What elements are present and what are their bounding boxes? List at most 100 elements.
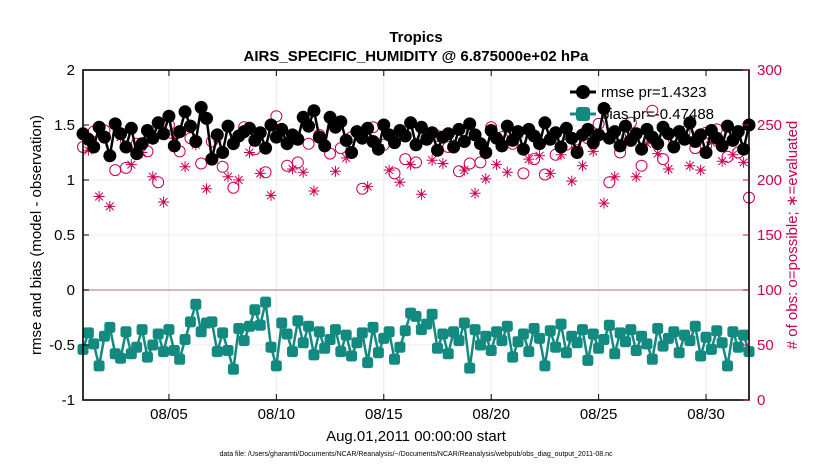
footnote: data file: /Users/gharamti/Documents/NCA…: [219, 451, 613, 458]
rmse-point: [146, 131, 160, 145]
legend-rmse-marker: [576, 85, 590, 99]
bias-point: [453, 335, 465, 347]
y-tick-label-left: 2: [67, 62, 75, 79]
rmse-point: [414, 120, 428, 134]
bias-point: [233, 323, 245, 334]
rmse-point: [608, 125, 622, 139]
rmse-point: [511, 125, 525, 139]
rmse-point: [457, 135, 471, 148]
bias-point: [244, 320, 255, 332]
bias-point: [158, 346, 170, 358]
bias-point: [431, 342, 443, 354]
legend-bias-marker: [576, 107, 590, 121]
bias-point: [238, 335, 250, 347]
rmse-point: [108, 117, 122, 131]
y-tick-label-right: 150: [757, 227, 782, 244]
rmse-point: [323, 110, 337, 124]
bias-point: [399, 325, 411, 337]
obs-evaluated-point: [555, 149, 567, 161]
bias-point: [217, 327, 229, 339]
y-tick-label-right: 250: [757, 117, 782, 134]
bias-point: [732, 341, 744, 353]
bias-point: [668, 326, 680, 338]
bias-point: [437, 328, 449, 340]
legend: rmse pr=1.4323 bias pr=-0.47488: [570, 84, 714, 123]
bias-point: [195, 326, 207, 338]
y-tick-label-right: 0: [757, 392, 765, 409]
obs-evaluated-point: [566, 175, 578, 187]
y-tick-label-left: -1: [62, 392, 75, 409]
bias-point: [700, 331, 712, 343]
rmse-point: [678, 132, 692, 146]
bias-point: [609, 348, 621, 360]
bias-point: [738, 329, 750, 341]
bias-point: [254, 319, 266, 331]
rmse-point: [570, 146, 584, 159]
obs-possible-point: [517, 167, 530, 180]
rmse-point: [388, 136, 402, 150]
obs-evaluated-point: [222, 171, 234, 183]
y-tick-label-right: 200: [757, 172, 782, 189]
rmse-point: [173, 125, 187, 139]
rmse-point: [721, 119, 735, 133]
bias-point: [630, 345, 642, 356]
obs-evaluated-point: [662, 163, 674, 175]
bias-point: [491, 326, 503, 338]
obs-evaluated-point: [577, 160, 588, 172]
rmse-point: [275, 122, 289, 136]
bias-point: [410, 310, 422, 322]
rmse-point: [103, 149, 117, 163]
legend-rmse-label: rmse pr=1.4323: [601, 84, 706, 101]
bias-point: [598, 334, 610, 345]
rmse-point: [441, 127, 455, 141]
bias-point: [383, 326, 395, 338]
obs-evaluated-point: [727, 149, 739, 161]
obs-evaluated-point: [168, 132, 180, 144]
chart-title: Tropics: [389, 29, 442, 46]
rmse-point: [119, 140, 133, 154]
obs-evaluated-point: [394, 176, 406, 188]
bias-point: [206, 316, 218, 328]
bias-point: [684, 335, 696, 347]
rmse-point: [699, 146, 713, 159]
bias-point: [458, 317, 470, 329]
bias-point: [641, 338, 653, 350]
bias-point: [131, 341, 143, 353]
bias-point: [421, 318, 433, 330]
obs-evaluated-point: [383, 164, 395, 176]
obs-evaluated-point: [458, 164, 470, 176]
bias-point: [260, 296, 272, 308]
bias-point: [222, 345, 234, 356]
rmse-point: [452, 122, 466, 136]
rmse-point: [371, 142, 385, 156]
rmse-point: [291, 132, 305, 146]
obs-evaluated-point: [179, 161, 191, 173]
bias-point: [582, 354, 594, 366]
rmse-point: [377, 118, 391, 132]
bias-point: [286, 346, 298, 358]
obs-evaluated-point: [104, 200, 116, 212]
obs-possible-point: [646, 104, 659, 117]
rmse-point: [318, 139, 332, 153]
x-axis-label: Aug.01,2011 00:00:00 start: [326, 428, 507, 445]
rmse-point: [205, 152, 219, 166]
rmse-point: [302, 119, 316, 133]
bias-series: [77, 296, 755, 375]
bias-point: [448, 326, 460, 338]
obs-evaluated-point: [534, 150, 546, 162]
bias-point: [603, 319, 615, 331]
obs-evaluated-point: [297, 166, 309, 178]
obs-evaluated-point: [265, 189, 277, 201]
ticks: 08/05 08/10 08/15 08/20 08/25 08/30 -1 -0.5 0 0.5…: [49, 62, 782, 423]
bias-point: [324, 334, 336, 345]
bias-point: [577, 324, 588, 336]
rmse-point: [731, 125, 745, 139]
obs-evaluated-point: [340, 152, 352, 164]
rmse-point: [339, 133, 353, 147]
rmse-point: [210, 128, 224, 142]
bias-point: [335, 346, 347, 358]
bias-point: [550, 341, 562, 353]
bias-point: [673, 347, 685, 359]
bias-point: [501, 320, 513, 332]
